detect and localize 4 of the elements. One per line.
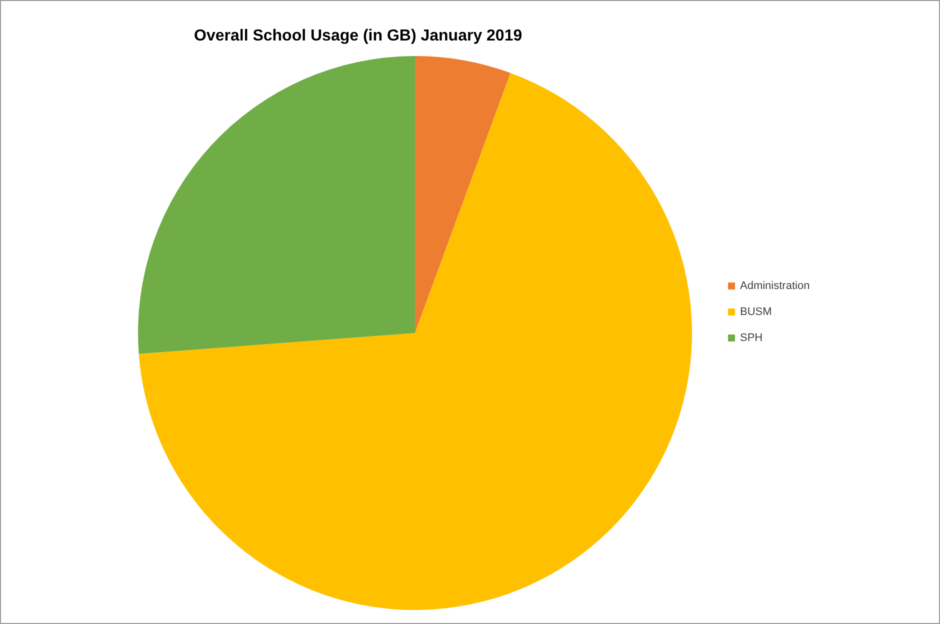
legend-label: Administration: [740, 280, 810, 292]
chart-title: Overall School Usage (in GB) January 2019: [194, 28, 522, 44]
legend-label: BUSM: [740, 306, 772, 318]
legend-label: SPH: [740, 332, 763, 344]
